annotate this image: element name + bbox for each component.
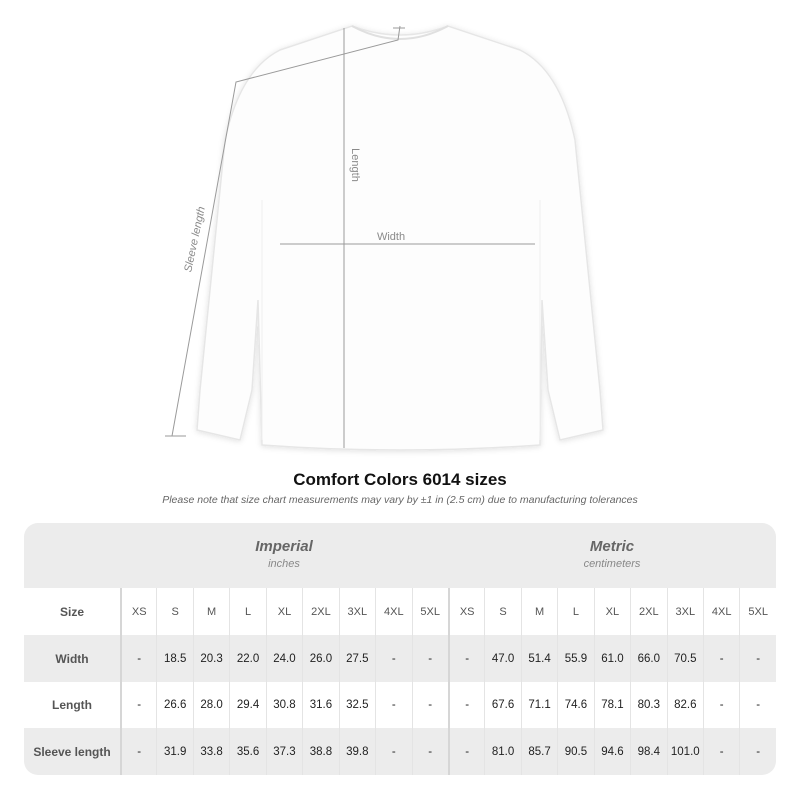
imperial-size-XL: XL bbox=[265, 588, 302, 635]
metric-header: Metric centimeters bbox=[448, 523, 776, 588]
imperial-value-cell: - bbox=[375, 682, 411, 728]
imperial-value-cell: - bbox=[120, 635, 156, 682]
imperial-value-cell: 31.9 bbox=[156, 728, 192, 775]
table-row: Width -18.5 20.3 22.0 24.0 26.0 27.5- - -47.0 51.… bbox=[24, 635, 776, 682]
imperial-size-4XL: 4XL bbox=[375, 588, 411, 635]
size-table: Imperial inches Metric centimeters Size X… bbox=[24, 523, 776, 775]
imperial-value-cell: - bbox=[375, 635, 411, 682]
imperial-value-cell: 28.0 bbox=[192, 682, 229, 728]
imperial-value-cell: 30.8 bbox=[265, 682, 302, 728]
imperial-value-cell: 26.6 bbox=[156, 682, 192, 728]
metric-value-cell: - bbox=[703, 635, 739, 682]
imperial-value-cell: - bbox=[120, 682, 156, 728]
imperial-size-XS: XS bbox=[120, 588, 156, 635]
metric-size-5XL: 5XL bbox=[739, 588, 775, 635]
metric-size-4XL: 4XL bbox=[703, 588, 739, 635]
row-label: Sleeve length bbox=[33, 744, 111, 759]
imperial-value-cell: 22.0 bbox=[229, 635, 265, 682]
metric-value-cell: 101.0 bbox=[666, 728, 703, 775]
size-label: Size bbox=[59, 604, 84, 619]
metric-value-cell: - bbox=[739, 728, 775, 775]
imperial-value-cell: 37.3 bbox=[265, 728, 302, 775]
row-label: Length bbox=[52, 698, 92, 712]
metric-value-cell: - bbox=[447, 635, 484, 682]
metric-value-cell: 90.5 bbox=[557, 728, 593, 775]
metric-value-cell: 85.7 bbox=[520, 728, 557, 775]
metric-value-cell: 51.4 bbox=[520, 635, 557, 682]
shirt-diagram: Length Width Sleeve length bbox=[165, 25, 604, 451]
imperial-value-cell: 26.0 bbox=[302, 635, 338, 682]
metric-value-cell: - bbox=[703, 682, 739, 728]
imperial-value-cell: 33.8 bbox=[192, 728, 229, 775]
metric-size-L: L bbox=[557, 588, 593, 635]
metric-size-3XL: 3XL bbox=[666, 588, 703, 635]
metric-value-cell: 67.6 bbox=[484, 682, 520, 728]
imperial-value-cell: - bbox=[411, 635, 448, 682]
imperial-value-cell: 24.0 bbox=[265, 635, 302, 682]
size-header-row: Size XS S M L XL 2XL 3XL 4XL 5XL XS S M L XL 2XL 3XL 4XL 5… bbox=[24, 588, 776, 635]
imperial-size-S: S bbox=[156, 588, 192, 635]
imperial-header: Imperial inches bbox=[120, 523, 448, 588]
table-row: Sleeve length -31.9 33.8 35.6 37.3 38.8 39.8- -… bbox=[24, 728, 776, 775]
metric-value-cell: - bbox=[447, 682, 484, 728]
metric-value-cell: 94.6 bbox=[593, 728, 630, 775]
tolerance-note: Please note that size chart measurements… bbox=[162, 494, 638, 506]
imperial-size-3XL: 3XL bbox=[338, 588, 375, 635]
imperial-value-cell: - bbox=[411, 682, 448, 728]
metric-size-M: M bbox=[520, 588, 557, 635]
imperial-value-cell: 39.8 bbox=[338, 728, 375, 775]
metric-value-cell: - bbox=[739, 682, 775, 728]
metric-value-cell: 70.5 bbox=[666, 635, 703, 682]
metric-value-cell: 98.4 bbox=[630, 728, 666, 775]
metric-size-2XL: 2XL bbox=[630, 588, 666, 635]
metric-unit: centimeters bbox=[583, 558, 641, 570]
metric-size-XS: XS bbox=[447, 588, 484, 635]
metric-value-cell: 81.0 bbox=[484, 728, 520, 775]
metric-value-cell: 74.6 bbox=[557, 682, 593, 728]
sleeve-length-label: Sleeve length bbox=[182, 206, 208, 274]
metric-value-cell: 71.1 bbox=[520, 682, 557, 728]
imperial-unit: inches bbox=[268, 558, 300, 570]
imperial-value-cell: - bbox=[120, 728, 156, 775]
imperial-size-2XL: 2XL bbox=[302, 588, 338, 635]
imperial-value-cell: 27.5 bbox=[338, 635, 375, 682]
metric-value-cell: 80.3 bbox=[630, 682, 666, 728]
imperial-value-cell: 18.5 bbox=[156, 635, 192, 682]
imperial-size-5XL: 5XL bbox=[411, 588, 448, 635]
imperial-value-cell: 31.6 bbox=[302, 682, 338, 728]
imperial-size-M: M bbox=[192, 588, 229, 635]
table-row: Length -26.6 28.0 29.4 30.8 31.6 32.5- - -67.6 71… bbox=[24, 682, 776, 728]
metric-value-cell: 55.9 bbox=[557, 635, 593, 682]
metric-value-cell: 82.6 bbox=[666, 682, 703, 728]
imperial-value-cell: - bbox=[375, 728, 411, 775]
metric-value-cell: 78.1 bbox=[593, 682, 630, 728]
metric-size-XL: XL bbox=[593, 588, 630, 635]
imperial-value-cell: 38.8 bbox=[302, 728, 338, 775]
metric-value-cell: 66.0 bbox=[630, 635, 666, 682]
imperial-value-cell: - bbox=[411, 728, 448, 775]
width-label: Width bbox=[377, 231, 405, 243]
imperial-heading: Imperial bbox=[255, 538, 313, 555]
chart-title: Comfort Colors 6014 sizes bbox=[293, 470, 507, 489]
length-label: Length bbox=[349, 148, 361, 182]
metric-value-cell: 61.0 bbox=[593, 635, 630, 682]
metric-value-cell: 47.0 bbox=[484, 635, 520, 682]
sleeve-arrow bbox=[171, 25, 401, 437]
metric-value-cell: - bbox=[739, 635, 775, 682]
imperial-value-cell: 35.6 bbox=[229, 728, 265, 775]
imperial-value-cell: 29.4 bbox=[229, 682, 265, 728]
imperial-size-L: L bbox=[229, 588, 265, 635]
metric-value-cell: - bbox=[447, 728, 484, 775]
row-label: Width bbox=[55, 651, 89, 666]
imperial-value-cell: 20.3 bbox=[192, 635, 229, 682]
metric-heading: Metric bbox=[589, 538, 635, 555]
imperial-value-cell: 32.5 bbox=[338, 682, 375, 728]
metric-size-S: S bbox=[484, 588, 520, 635]
metric-value-cell: - bbox=[703, 728, 739, 775]
